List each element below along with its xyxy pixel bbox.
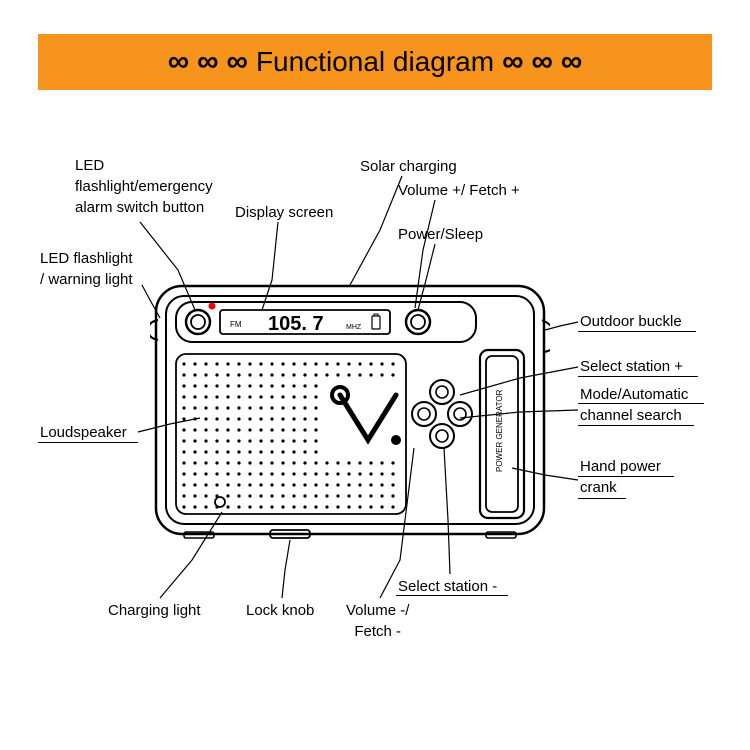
display-unit: MHZ <box>346 324 362 331</box>
display-band: FM <box>230 320 242 329</box>
device-radio-illustration: FM 105. 7 MHZ POWER GENERATOR <box>150 280 550 540</box>
display-freq: 105. 7 <box>268 313 324 335</box>
walkman-logo-icon <box>332 387 401 445</box>
solar-led-icon <box>209 303 216 310</box>
crank-label: POWER GENERATOR <box>495 389 504 472</box>
